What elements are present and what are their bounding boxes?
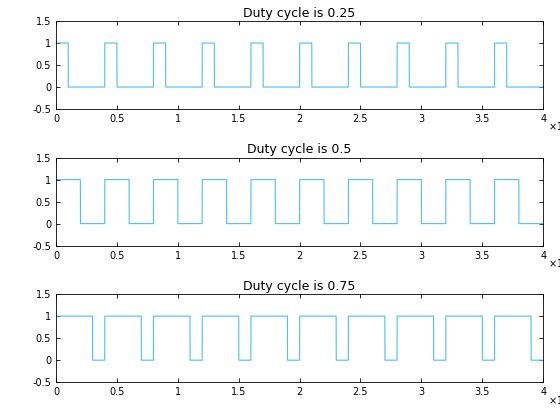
Title: Duty cycle is 0.75: Duty cycle is 0.75 (244, 280, 356, 293)
Title: Duty cycle is 0.5: Duty cycle is 0.5 (248, 143, 352, 156)
Text: $\times10^{-5}$: $\times10^{-5}$ (548, 256, 560, 270)
Title: Duty cycle is 0.25: Duty cycle is 0.25 (244, 7, 356, 20)
Text: $\times10^{-5}$: $\times10^{-5}$ (548, 393, 560, 407)
Text: $\times10^{-5}$: $\times10^{-5}$ (548, 120, 560, 134)
